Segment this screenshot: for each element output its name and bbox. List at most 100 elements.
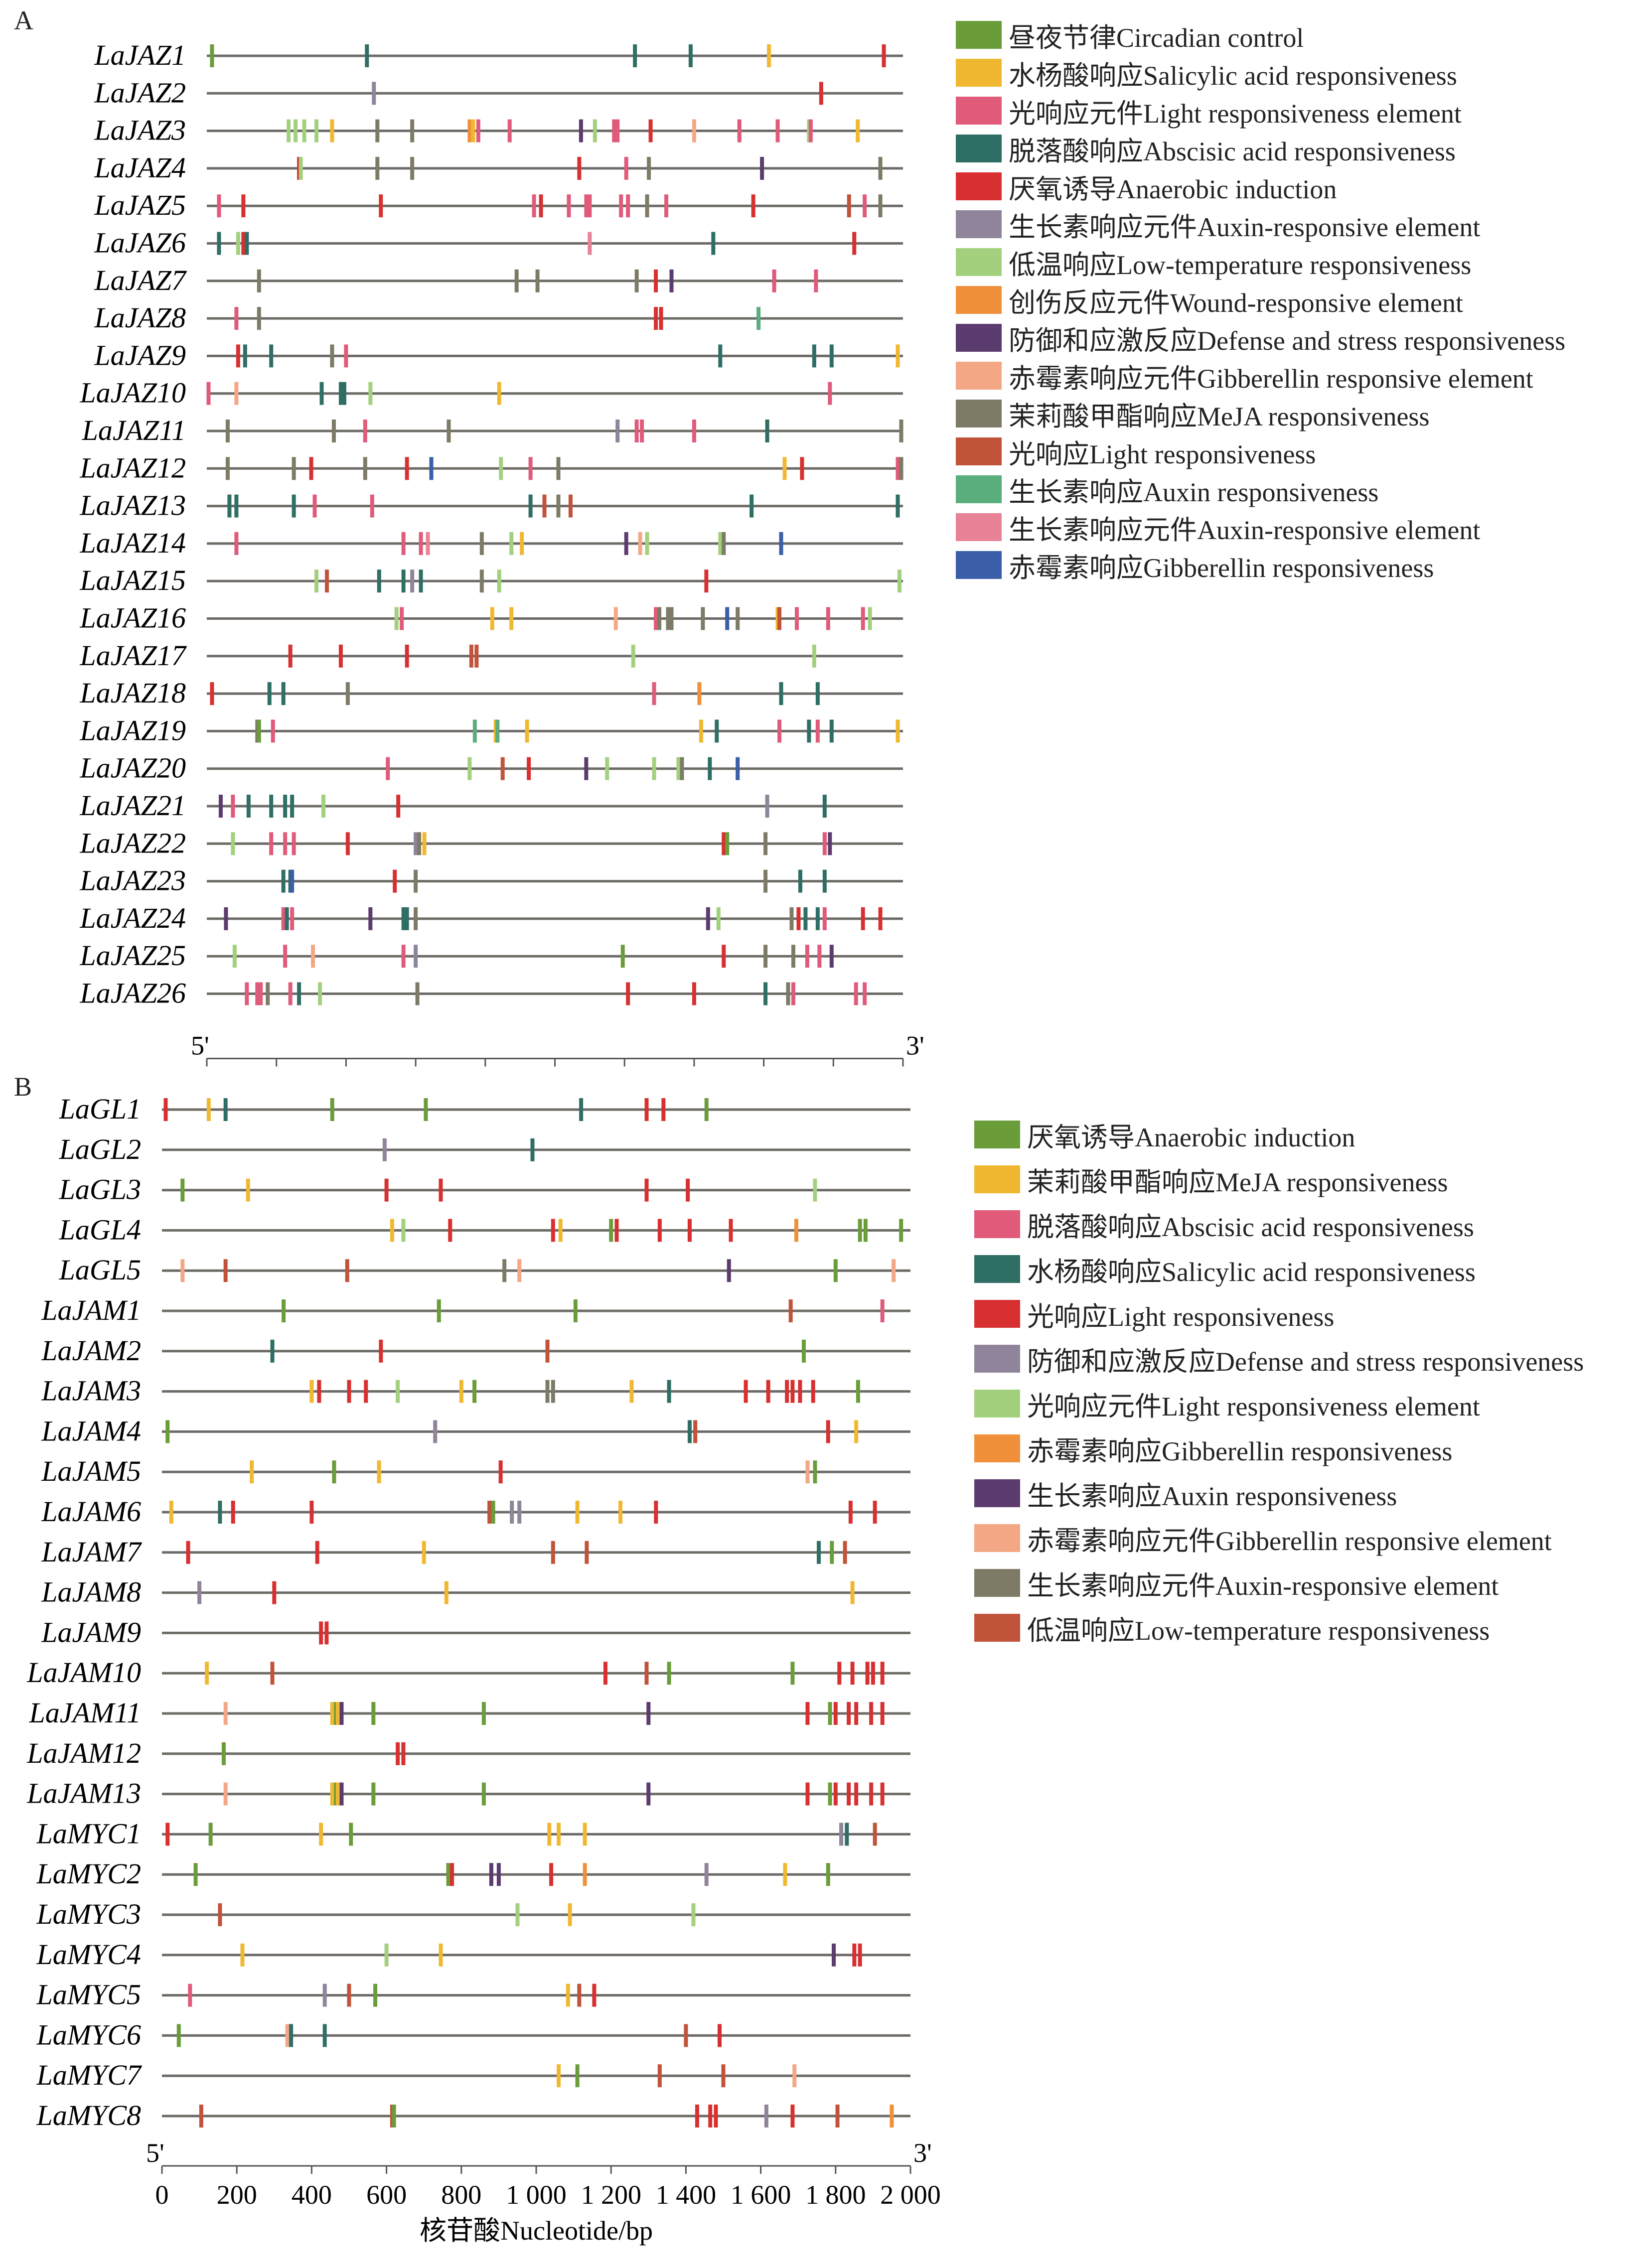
cis-element-mark bbox=[335, 1702, 340, 1725]
cis-element-mark bbox=[645, 532, 649, 555]
cis-element-mark bbox=[647, 156, 651, 180]
gene-row: LaJAZ19 bbox=[79, 714, 903, 746]
x-tick-label: 2 000 bbox=[880, 2180, 941, 2210]
cis-element-mark bbox=[321, 795, 325, 818]
cis-element-mark bbox=[365, 44, 369, 67]
cis-element-mark bbox=[856, 1380, 860, 1403]
cis-element-mark bbox=[640, 420, 644, 442]
cis-element-mark bbox=[722, 832, 726, 855]
cis-element-mark bbox=[614, 1219, 619, 1242]
cis-element-mark bbox=[847, 1782, 851, 1806]
cis-element-mark bbox=[567, 194, 571, 218]
cis-element-mark bbox=[805, 1782, 810, 1806]
cis-element-mark bbox=[368, 907, 373, 930]
cis-element-mark bbox=[898, 569, 902, 593]
cis-element-mark bbox=[481, 1702, 486, 1725]
cis-element-mark bbox=[384, 1178, 389, 1202]
cis-element-mark bbox=[592, 1984, 597, 2007]
cis-element-mark bbox=[615, 119, 620, 142]
cis-element-mark bbox=[863, 1219, 868, 1242]
cis-element-mark bbox=[579, 1098, 584, 1121]
cis-element-mark bbox=[817, 945, 822, 968]
cis-element-mark bbox=[812, 644, 816, 668]
cis-element-mark bbox=[609, 1219, 613, 1242]
legend-label: 脱落酸响应Abscisic acid responsiveness bbox=[1027, 1212, 1474, 1242]
cis-element-mark bbox=[854, 1782, 859, 1806]
gene-label: LaJAZ14 bbox=[79, 527, 186, 559]
cis-element-mark bbox=[765, 420, 769, 442]
cis-element-mark bbox=[828, 832, 832, 855]
legend-item: 低温响应Low-temperature responsiveness bbox=[974, 1605, 1584, 1650]
cis-element-mark bbox=[725, 607, 730, 630]
cis-element-mark bbox=[697, 682, 702, 706]
gene-label: LaGL3 bbox=[59, 1173, 141, 1206]
cis-element-mark bbox=[633, 44, 637, 67]
cis-element-mark bbox=[236, 344, 240, 368]
cis-element-mark bbox=[873, 1823, 877, 1846]
cis-element-mark bbox=[311, 945, 315, 968]
cis-element-mark bbox=[471, 119, 475, 142]
legend-swatch bbox=[956, 21, 1002, 49]
cis-element-mark bbox=[588, 232, 592, 255]
cis-element-mark bbox=[283, 945, 288, 968]
cis-element-mark bbox=[794, 607, 799, 630]
gene-label: LaGL4 bbox=[59, 1213, 141, 1246]
x-tick-label: 1 600 bbox=[731, 2180, 791, 2210]
cis-element-mark bbox=[410, 156, 415, 180]
cis-element-mark bbox=[527, 757, 531, 780]
legend-item: 生长素响应Auxin responsiveness bbox=[974, 1471, 1584, 1516]
legend-label: 水杨酸响应Salicylic acid responsiveness bbox=[1009, 60, 1457, 91]
cis-element-mark bbox=[803, 907, 808, 930]
cis-element-mark bbox=[345, 832, 350, 855]
cis-element-mark bbox=[721, 2064, 726, 2088]
cis-element-mark bbox=[401, 1219, 406, 1242]
cis-element-mark bbox=[234, 307, 239, 330]
cis-element-mark bbox=[382, 1138, 387, 1161]
cis-element-mark bbox=[269, 795, 274, 818]
cis-element-mark bbox=[863, 982, 867, 1005]
legend-label: 脱落酸响应Abscisic acid responsiveness bbox=[1009, 136, 1456, 166]
cis-element-mark bbox=[437, 1299, 441, 1322]
legend-item: 脱落酸响应Abscisic acid responsiveness bbox=[956, 130, 1565, 167]
cis-element-mark bbox=[405, 457, 409, 480]
cis-element-mark bbox=[791, 982, 795, 1005]
cis-element-mark bbox=[272, 1581, 277, 1604]
cis-element-mark bbox=[375, 119, 380, 142]
cis-element-mark bbox=[899, 420, 903, 442]
cis-element-mark bbox=[715, 719, 719, 743]
cis-element-mark bbox=[547, 1823, 552, 1846]
legend-label: 生长素响应元件Auxin-responsive element bbox=[1009, 515, 1481, 545]
cis-element-mark bbox=[386, 757, 390, 780]
x-tick-label: 1 400 bbox=[656, 2180, 717, 2210]
gene-label: LaJAZ5 bbox=[94, 189, 186, 221]
cis-element-mark bbox=[270, 1339, 275, 1363]
cis-element-mark bbox=[373, 1984, 378, 2007]
cis-element-mark bbox=[777, 719, 782, 743]
gene-label: LaJAM7 bbox=[41, 1536, 142, 1568]
cis-element-mark bbox=[335, 1782, 340, 1806]
legend-item: 水杨酸响应Salicylic acid responsiveness bbox=[956, 54, 1565, 92]
cis-element-mark bbox=[882, 44, 886, 67]
cis-element-mark bbox=[811, 1380, 815, 1403]
gene-label: LaJAZ21 bbox=[79, 789, 186, 822]
cis-element-mark bbox=[654, 1501, 658, 1524]
cis-element-mark bbox=[439, 1178, 443, 1202]
gene-row: LaMYC2 bbox=[36, 1857, 910, 1890]
cis-element-mark bbox=[218, 795, 223, 818]
cis-element-mark bbox=[751, 194, 755, 218]
cis-element-mark bbox=[467, 119, 472, 142]
cis-element-mark bbox=[497, 382, 501, 405]
gene-label: LaMYC3 bbox=[36, 1898, 141, 1930]
legend-label: 光响应元件Light responsiveness element bbox=[1009, 98, 1462, 129]
cis-element-mark bbox=[551, 1219, 555, 1242]
cis-element-mark bbox=[829, 945, 834, 968]
cis-element-mark bbox=[509, 532, 514, 555]
gene-row: LaJAZ20 bbox=[79, 752, 903, 784]
cis-element-mark bbox=[363, 457, 367, 480]
cis-element-mark bbox=[575, 1501, 580, 1524]
cis-element-mark bbox=[415, 982, 420, 1005]
cis-element-mark bbox=[241, 194, 246, 218]
cis-element-mark bbox=[805, 1702, 810, 1725]
gene-row: LaJAZ6 bbox=[94, 227, 903, 259]
cis-element-mark bbox=[489, 1863, 493, 1886]
